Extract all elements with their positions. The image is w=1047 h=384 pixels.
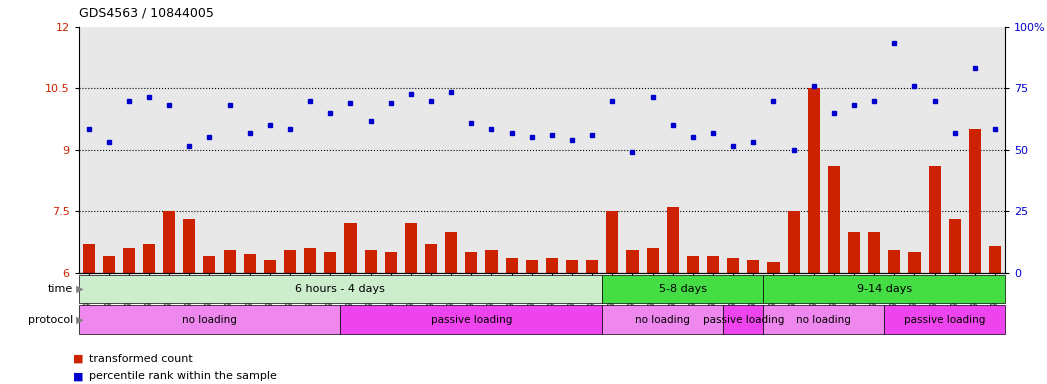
Bar [647, 248, 659, 273]
Bar [828, 166, 840, 273]
Text: 6 hours - 4 days: 6 hours - 4 days [295, 284, 385, 294]
Bar [425, 244, 437, 273]
Bar [405, 223, 417, 273]
Text: transformed count: transformed count [89, 354, 193, 364]
Text: no loading: no loading [636, 314, 690, 325]
Bar [727, 258, 739, 273]
Bar [626, 250, 639, 273]
Bar [486, 250, 497, 273]
Bar [885, 305, 1005, 334]
Bar [723, 305, 763, 334]
Bar [304, 248, 316, 273]
Bar [763, 305, 885, 334]
Bar [748, 260, 759, 273]
Bar [364, 250, 377, 273]
Bar [787, 211, 800, 273]
Bar [707, 256, 719, 273]
Text: percentile rank within the sample: percentile rank within the sample [89, 371, 276, 381]
Text: 9-14 days: 9-14 days [856, 284, 912, 294]
Bar [949, 219, 961, 273]
Bar [687, 256, 699, 273]
Text: ■: ■ [73, 371, 84, 381]
Bar [929, 166, 940, 273]
Bar [763, 275, 1005, 303]
Bar [888, 250, 900, 273]
Bar [344, 223, 356, 273]
Bar [667, 207, 678, 273]
Bar [602, 305, 723, 334]
Text: 5-8 days: 5-8 days [659, 284, 707, 294]
Bar [340, 305, 602, 334]
Bar [968, 129, 981, 273]
Bar [244, 254, 255, 273]
Bar [224, 250, 236, 273]
Text: no loading: no loading [182, 314, 237, 325]
Bar [526, 260, 538, 273]
Bar [868, 232, 881, 273]
Bar [103, 256, 115, 273]
Bar [79, 305, 340, 334]
Bar [79, 275, 602, 303]
Bar [122, 248, 135, 273]
Bar [284, 250, 296, 273]
Text: ■: ■ [73, 354, 84, 364]
Bar [586, 260, 598, 273]
Text: time: time [48, 284, 73, 294]
Bar [606, 211, 619, 273]
Bar [203, 256, 216, 273]
Text: passive loading: passive loading [703, 314, 784, 325]
Text: passive loading: passive loading [904, 314, 985, 325]
Bar [445, 232, 458, 273]
Text: GDS4563 / 10844005: GDS4563 / 10844005 [79, 6, 214, 19]
Bar [163, 211, 175, 273]
Bar [384, 252, 397, 273]
Bar [909, 252, 920, 273]
Bar [465, 252, 477, 273]
Text: ▶: ▶ [73, 315, 84, 325]
Bar [83, 244, 94, 273]
Bar [183, 219, 196, 273]
Bar [325, 252, 336, 273]
Bar [143, 244, 155, 273]
Bar [602, 275, 763, 303]
Bar [566, 260, 578, 273]
Bar [848, 232, 860, 273]
Text: passive loading: passive loading [430, 314, 512, 325]
Bar [264, 260, 276, 273]
Text: no loading: no loading [797, 314, 851, 325]
Bar [767, 262, 780, 273]
Bar [989, 246, 1001, 273]
Text: ▶: ▶ [73, 284, 84, 294]
Bar [506, 258, 517, 273]
Bar [545, 258, 558, 273]
Text: protocol: protocol [28, 315, 73, 325]
Bar [807, 88, 820, 273]
